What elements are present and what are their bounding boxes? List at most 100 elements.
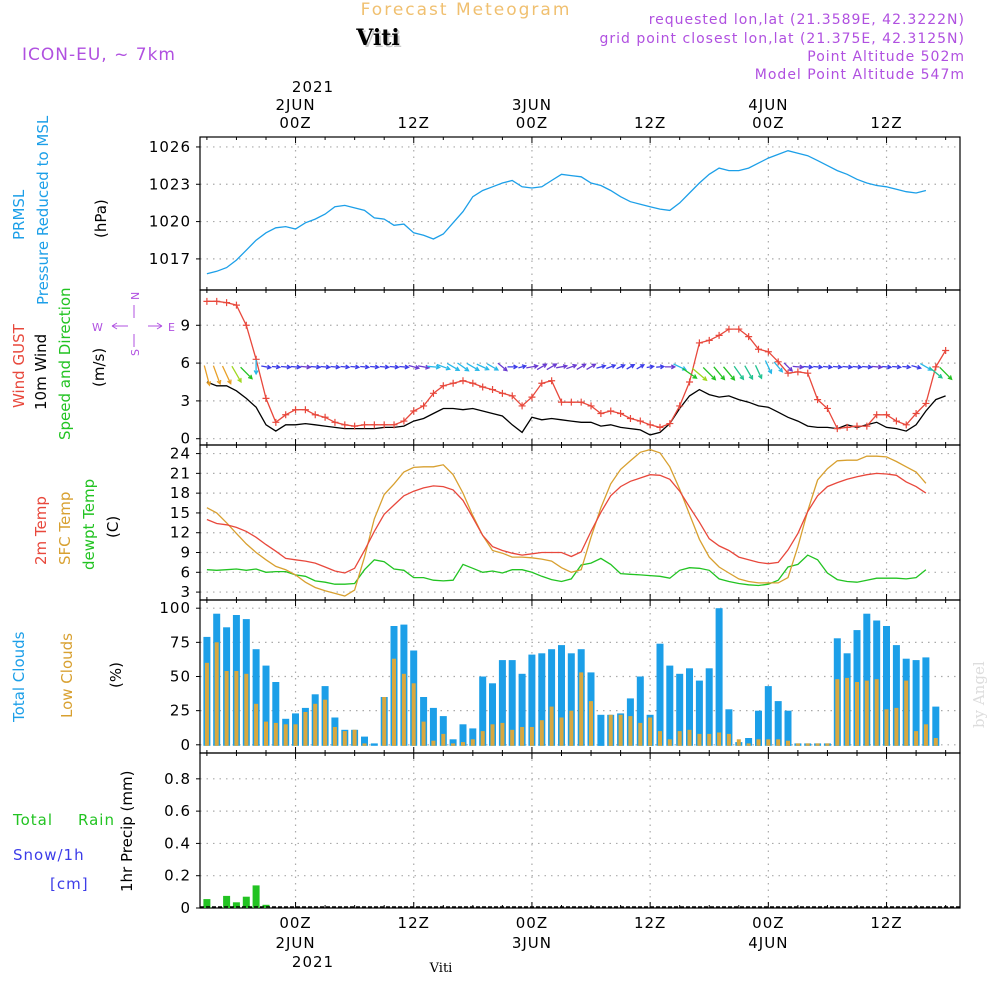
gust-marker — [902, 421, 910, 429]
total-cloud-bar — [774, 701, 782, 746]
compass-rose: N S W E — [92, 292, 175, 356]
y-tick-label: 50 — [170, 668, 191, 686]
low-cloud-bar — [461, 742, 465, 746]
wind-arrow — [310, 364, 322, 370]
y-tick-label: 1017 — [149, 250, 191, 268]
low-cloud-bar — [520, 727, 525, 746]
gust-marker — [686, 378, 694, 386]
compass-s: S — [129, 349, 142, 356]
temp-label-2m: 2m Temp — [32, 496, 50, 565]
gust-marker — [400, 417, 408, 425]
top-date-label: 4JUN — [748, 96, 788, 114]
gust-marker — [262, 394, 270, 402]
y-tick-label: 3 — [180, 583, 191, 601]
temp-2m-line — [206, 472, 927, 574]
gust-marker — [311, 411, 319, 419]
low-cloud-bar — [382, 697, 387, 746]
low-cloud-bar — [214, 642, 219, 746]
low-cloud-bar — [884, 709, 889, 746]
precip-label-cm: [cm] — [50, 875, 89, 893]
panel-frame — [199, 752, 961, 909]
low-cloud-bar — [717, 732, 722, 746]
gust-marker — [577, 398, 585, 406]
top-hour-label: 00Z — [516, 114, 548, 132]
low-cloud-bar — [667, 739, 672, 746]
wind-arrow — [733, 365, 745, 381]
low-cloud-bar — [510, 729, 515, 746]
low-cloud-bar — [726, 733, 731, 746]
location-shadow: Viti — [357, 27, 402, 53]
gust-marker — [410, 407, 418, 415]
wind-arrow — [576, 363, 587, 370]
wind-arrow — [280, 364, 292, 370]
y-tick-label: 6 — [180, 354, 191, 372]
wind-arrow — [713, 366, 726, 381]
wind-arrow — [783, 362, 794, 372]
gust-marker — [705, 336, 713, 344]
wind-arrow — [253, 359, 259, 376]
low-cloud-bar — [746, 743, 751, 746]
y-tick-label: 1020 — [149, 213, 191, 231]
low-cloud-bar — [766, 739, 771, 746]
low-cloud-bar — [204, 662, 209, 746]
precip-labels: Total Rain Snow/1h [cm] 1hr Precip (mm) — [12, 771, 136, 893]
gust-marker — [498, 389, 506, 397]
top-hour-label: 12Z — [870, 114, 902, 132]
total-cloud-bar — [764, 686, 772, 746]
gust-marker — [292, 406, 300, 414]
low-cloud-bar — [490, 724, 495, 746]
gust-marker — [794, 368, 802, 376]
low-cloud-bar — [933, 738, 938, 746]
precip-label-snow: Snow/1h — [13, 846, 85, 864]
gust-marker — [223, 299, 231, 307]
wind-arrow — [379, 364, 390, 370]
low-cloud-bar — [559, 717, 564, 746]
total-cloud-bar — [755, 710, 762, 746]
y-tick-label: 100 — [159, 599, 191, 617]
low-cloud-bar — [697, 733, 702, 746]
wind-arrow — [902, 364, 912, 370]
wind-arrow — [664, 364, 677, 370]
wind-arrow — [546, 363, 558, 371]
gust-marker — [489, 386, 497, 394]
wind-arrow — [892, 364, 903, 370]
low-cloud-bar — [480, 731, 485, 746]
gust-marker — [754, 345, 762, 353]
compass-arrowheads — [111, 322, 163, 330]
rain-bar — [223, 895, 231, 908]
low-cloud-bar — [539, 720, 544, 746]
gust-marker — [203, 297, 211, 305]
bottom-date-label: 4JUN — [748, 934, 788, 952]
total-cloud-bar — [686, 668, 693, 746]
gust-marker — [479, 383, 487, 391]
wind-arrow — [536, 363, 548, 371]
gust-marker — [617, 409, 625, 417]
precip-label-total: Total — [12, 811, 53, 829]
gust-marker — [429, 389, 437, 397]
total-cloud-bar — [558, 645, 565, 746]
y-tick-label: 1026 — [149, 138, 191, 156]
gust-marker — [587, 402, 595, 410]
low-cloud-bar — [776, 739, 781, 746]
y-tick-label: 0.6 — [164, 802, 191, 820]
low-cloud-bar — [589, 701, 593, 746]
gust-marker — [469, 379, 477, 387]
bottom-hour-label: 00Z — [752, 914, 784, 932]
gust-marker — [823, 404, 831, 412]
wind-arrow — [803, 364, 814, 370]
gust-marker — [656, 423, 664, 431]
wind-arrow — [606, 363, 617, 370]
temp-label-dewpt: dewpt Temp — [80, 479, 98, 570]
compass-e: E — [168, 321, 175, 334]
wind-arrow — [212, 365, 222, 386]
gust-marker — [883, 411, 891, 419]
gust-marker — [538, 379, 546, 387]
wind-arrow — [596, 364, 607, 369]
wind-arrow — [240, 366, 253, 380]
y-tick-label: 18 — [170, 484, 191, 502]
gust-marker — [942, 346, 950, 354]
low-cloud-bar — [293, 724, 298, 746]
pressure-unit: (hPa) — [92, 199, 110, 238]
